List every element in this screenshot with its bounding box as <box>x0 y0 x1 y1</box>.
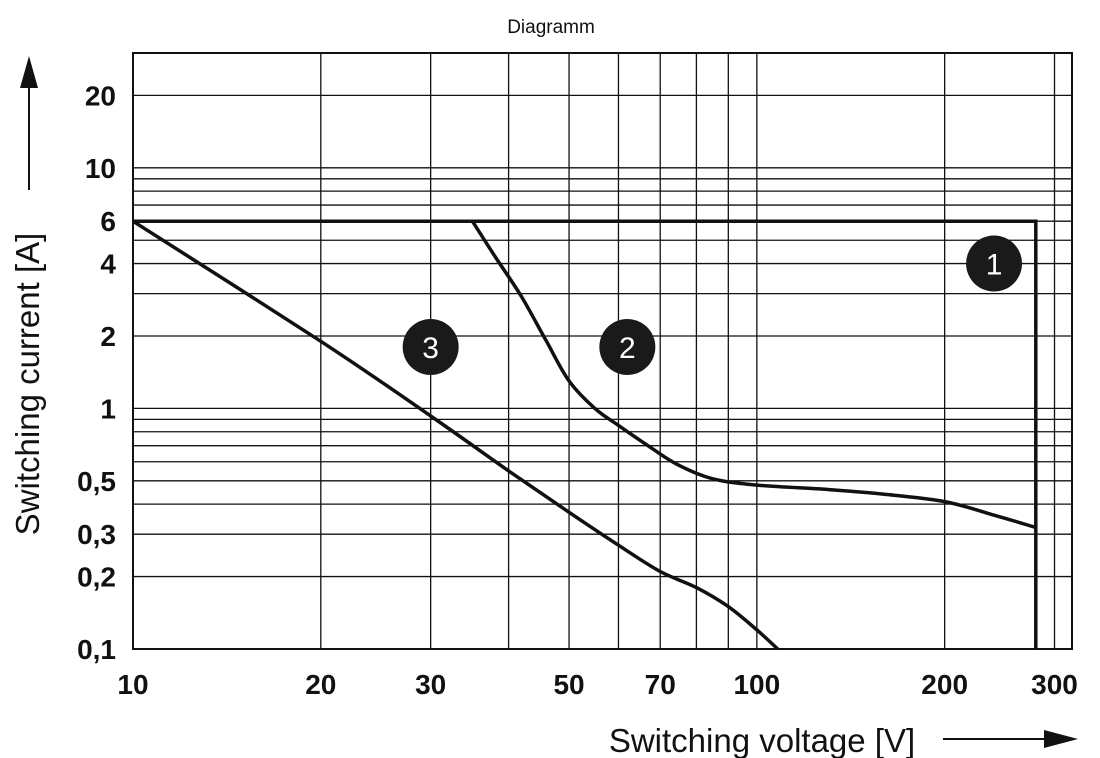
curve-1 <box>133 219 1038 649</box>
y-tick-label: 0,2 <box>77 562 116 593</box>
x-axis-arrow <box>943 730 1078 748</box>
x-tick-label: 10 <box>117 669 148 700</box>
y-axis-label: Switching current [A] <box>9 233 46 536</box>
y-tick-label: 4 <box>100 249 116 280</box>
x-tick-label: 30 <box>415 669 446 700</box>
x-tick-label: 100 <box>733 669 780 700</box>
curve-marker-label: 2 <box>619 332 636 365</box>
y-tick-label: 10 <box>85 153 116 184</box>
curve-markers: 1 2 3 <box>402 235 1023 375</box>
y-axis-arrow <box>20 56 38 190</box>
curve-2 <box>470 220 1037 530</box>
curve-marker-1 <box>966 235 1023 292</box>
y-tick-label: 0,3 <box>77 519 116 550</box>
x-tick-label: 300 <box>1031 669 1078 700</box>
curve-marker-label: 3 <box>422 332 439 365</box>
x-axis-label: Switching voltage [V] <box>609 722 915 758</box>
y-tick-labels: 0,1 0,2 0,3 0,5 1 2 4 6 10 20 <box>77 80 116 665</box>
curve-marker-2 <box>599 318 656 375</box>
curve-marker-3 <box>402 318 459 375</box>
y-tick-label: 6 <box>100 206 116 237</box>
x-tick-labels: 10 20 30 50 70 100 200 300 <box>117 669 1077 700</box>
curve-marker-label: 1 <box>986 249 1003 282</box>
x-tick-label: 50 <box>553 669 584 700</box>
x-tick-label: 200 <box>921 669 968 700</box>
y-tick-label: 2 <box>100 321 116 352</box>
y-tick-label: 0,5 <box>77 466 116 497</box>
curves <box>132 219 1038 651</box>
y-tick-label: 1 <box>100 393 116 424</box>
y-tick-label: 20 <box>85 80 116 111</box>
chart-title: Diagramm <box>507 17 595 38</box>
x-tick-label: 70 <box>645 669 676 700</box>
x-tick-label: 20 <box>305 669 336 700</box>
y-tick-label: 0,1 <box>77 634 116 665</box>
plot-frame <box>132 52 1073 650</box>
curve-3 <box>132 219 779 651</box>
